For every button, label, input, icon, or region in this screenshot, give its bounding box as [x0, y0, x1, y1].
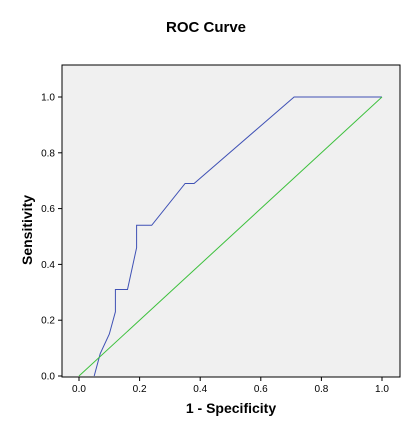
- plot-area: [61, 64, 401, 378]
- x-tick-label: 0.0: [72, 384, 86, 395]
- x-axis-title: 1 - Specificity: [186, 400, 276, 416]
- axis-ticks: 0.0 0.2 0.4 0.6 0.8 1.0 0.0 0.2 0.4 0.6 0.8 1.0: [41, 93, 389, 396]
- y-tick-label: 0.0: [41, 372, 55, 383]
- roc-curve-line: [93, 96, 382, 377]
- y-tick-label: 0.6: [41, 204, 55, 215]
- y-axis-title: Sensitivity: [19, 195, 35, 265]
- x-tick-label: 0.4: [193, 384, 207, 395]
- reference-diagonal-line: [78, 96, 383, 377]
- series-lines: [78, 96, 383, 377]
- x-tick-label: 0.6: [254, 384, 268, 395]
- y-tick-label: 0.4: [41, 260, 55, 271]
- chart-title: ROC Curve: [166, 19, 246, 36]
- x-tick-label: 0.2: [133, 384, 147, 395]
- y-tick-label: 0.8: [41, 148, 55, 159]
- x-tick-label: 1.0: [375, 384, 389, 395]
- y-tick-label: 0.2: [41, 316, 55, 327]
- x-tick-label: 0.8: [314, 384, 328, 395]
- y-tick-label: 1.0: [41, 93, 55, 104]
